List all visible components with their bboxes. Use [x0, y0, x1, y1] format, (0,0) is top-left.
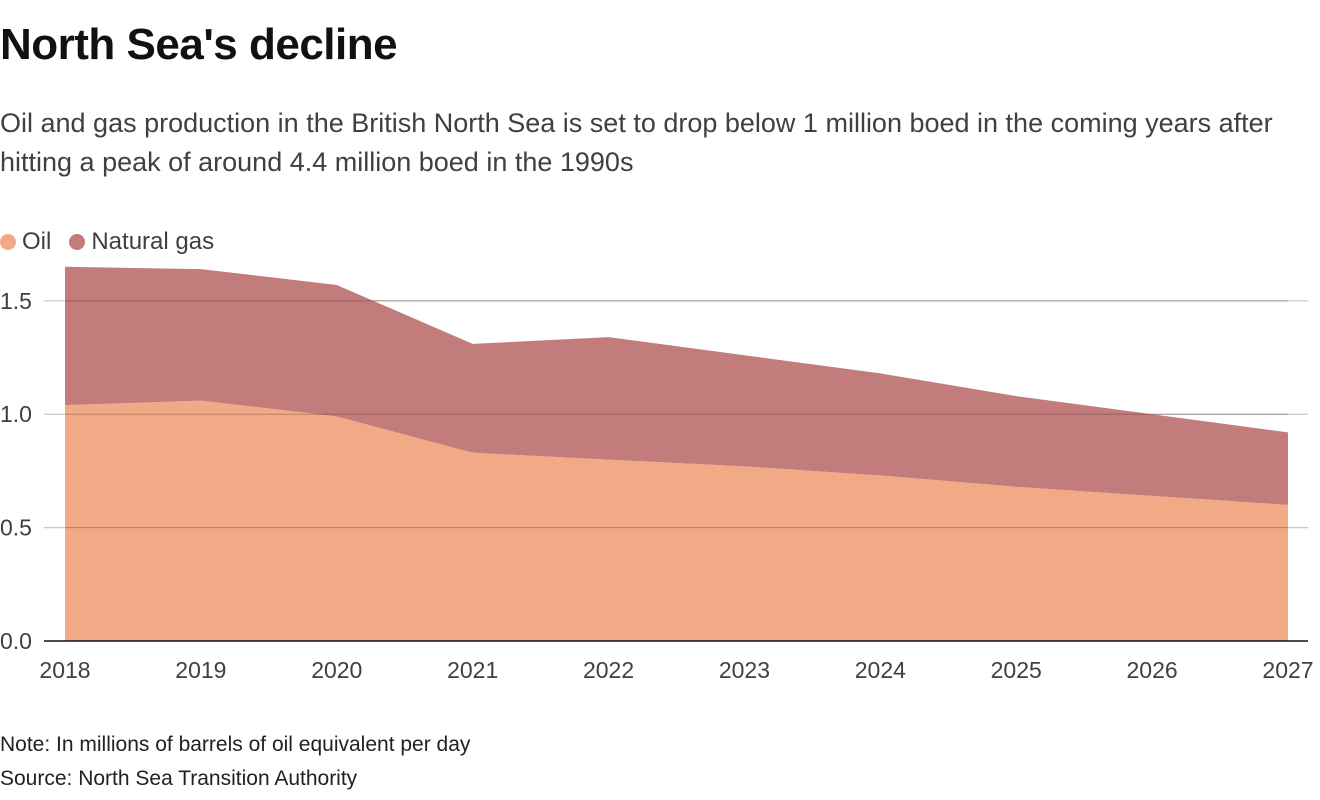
chart-note: Note: In millions of barrels of oil equi… [0, 733, 471, 756]
area-oil [65, 400, 1288, 641]
legend-label-natural-gas: Natural gas [91, 228, 215, 255]
x-tick-label-2018: 2018 [39, 657, 90, 683]
y-tick-label-1-0: 1.0 [0, 401, 32, 427]
areas [65, 266, 1288, 641]
x-tick-label-2022: 2022 [583, 657, 634, 683]
legend-swatch-natural-gas [69, 234, 86, 250]
x-tick-label-2025: 2025 [991, 657, 1042, 683]
x-tick-label-2026: 2026 [1127, 657, 1178, 683]
legend-item-natural-gas: Natural gas [69, 228, 214, 256]
x-tick-label-2019: 2019 [175, 657, 226, 683]
chart-subtitle: Oil and gas production in the British No… [0, 108, 1273, 177]
area-chart: 0.0 0.5 1.0 1.5 2018 2019 2020 2021 2022 2023 2024… [0, 266, 1314, 683]
y-tick-label-0-0: 0.0 [0, 628, 32, 654]
x-tick-label-2023: 2023 [719, 657, 770, 683]
area-natural-gas [65, 266, 1288, 505]
x-tick-label-2020: 2020 [311, 657, 362, 683]
chart-source: Source: North Sea Transition Authority [0, 767, 358, 790]
legend-item-oil: Oil [0, 228, 51, 256]
y-tick-label-0-5: 0.5 [0, 515, 32, 541]
legend: Oil Natural gas [0, 226, 232, 258]
legend-swatch-oil [0, 234, 16, 250]
chart-title: North Sea's decline [0, 20, 398, 69]
axes: 0.0 0.5 1.0 1.5 2018 2019 2020 2021 2022 2023 2024… [0, 288, 1314, 683]
x-tick-label-2027: 2027 [1262, 657, 1313, 683]
y-tick-label-1-5: 1.5 [0, 288, 32, 314]
x-tick-label-2021: 2021 [447, 657, 498, 683]
x-tick-label-2024: 2024 [855, 657, 906, 683]
legend-label-oil: Oil [22, 228, 52, 255]
